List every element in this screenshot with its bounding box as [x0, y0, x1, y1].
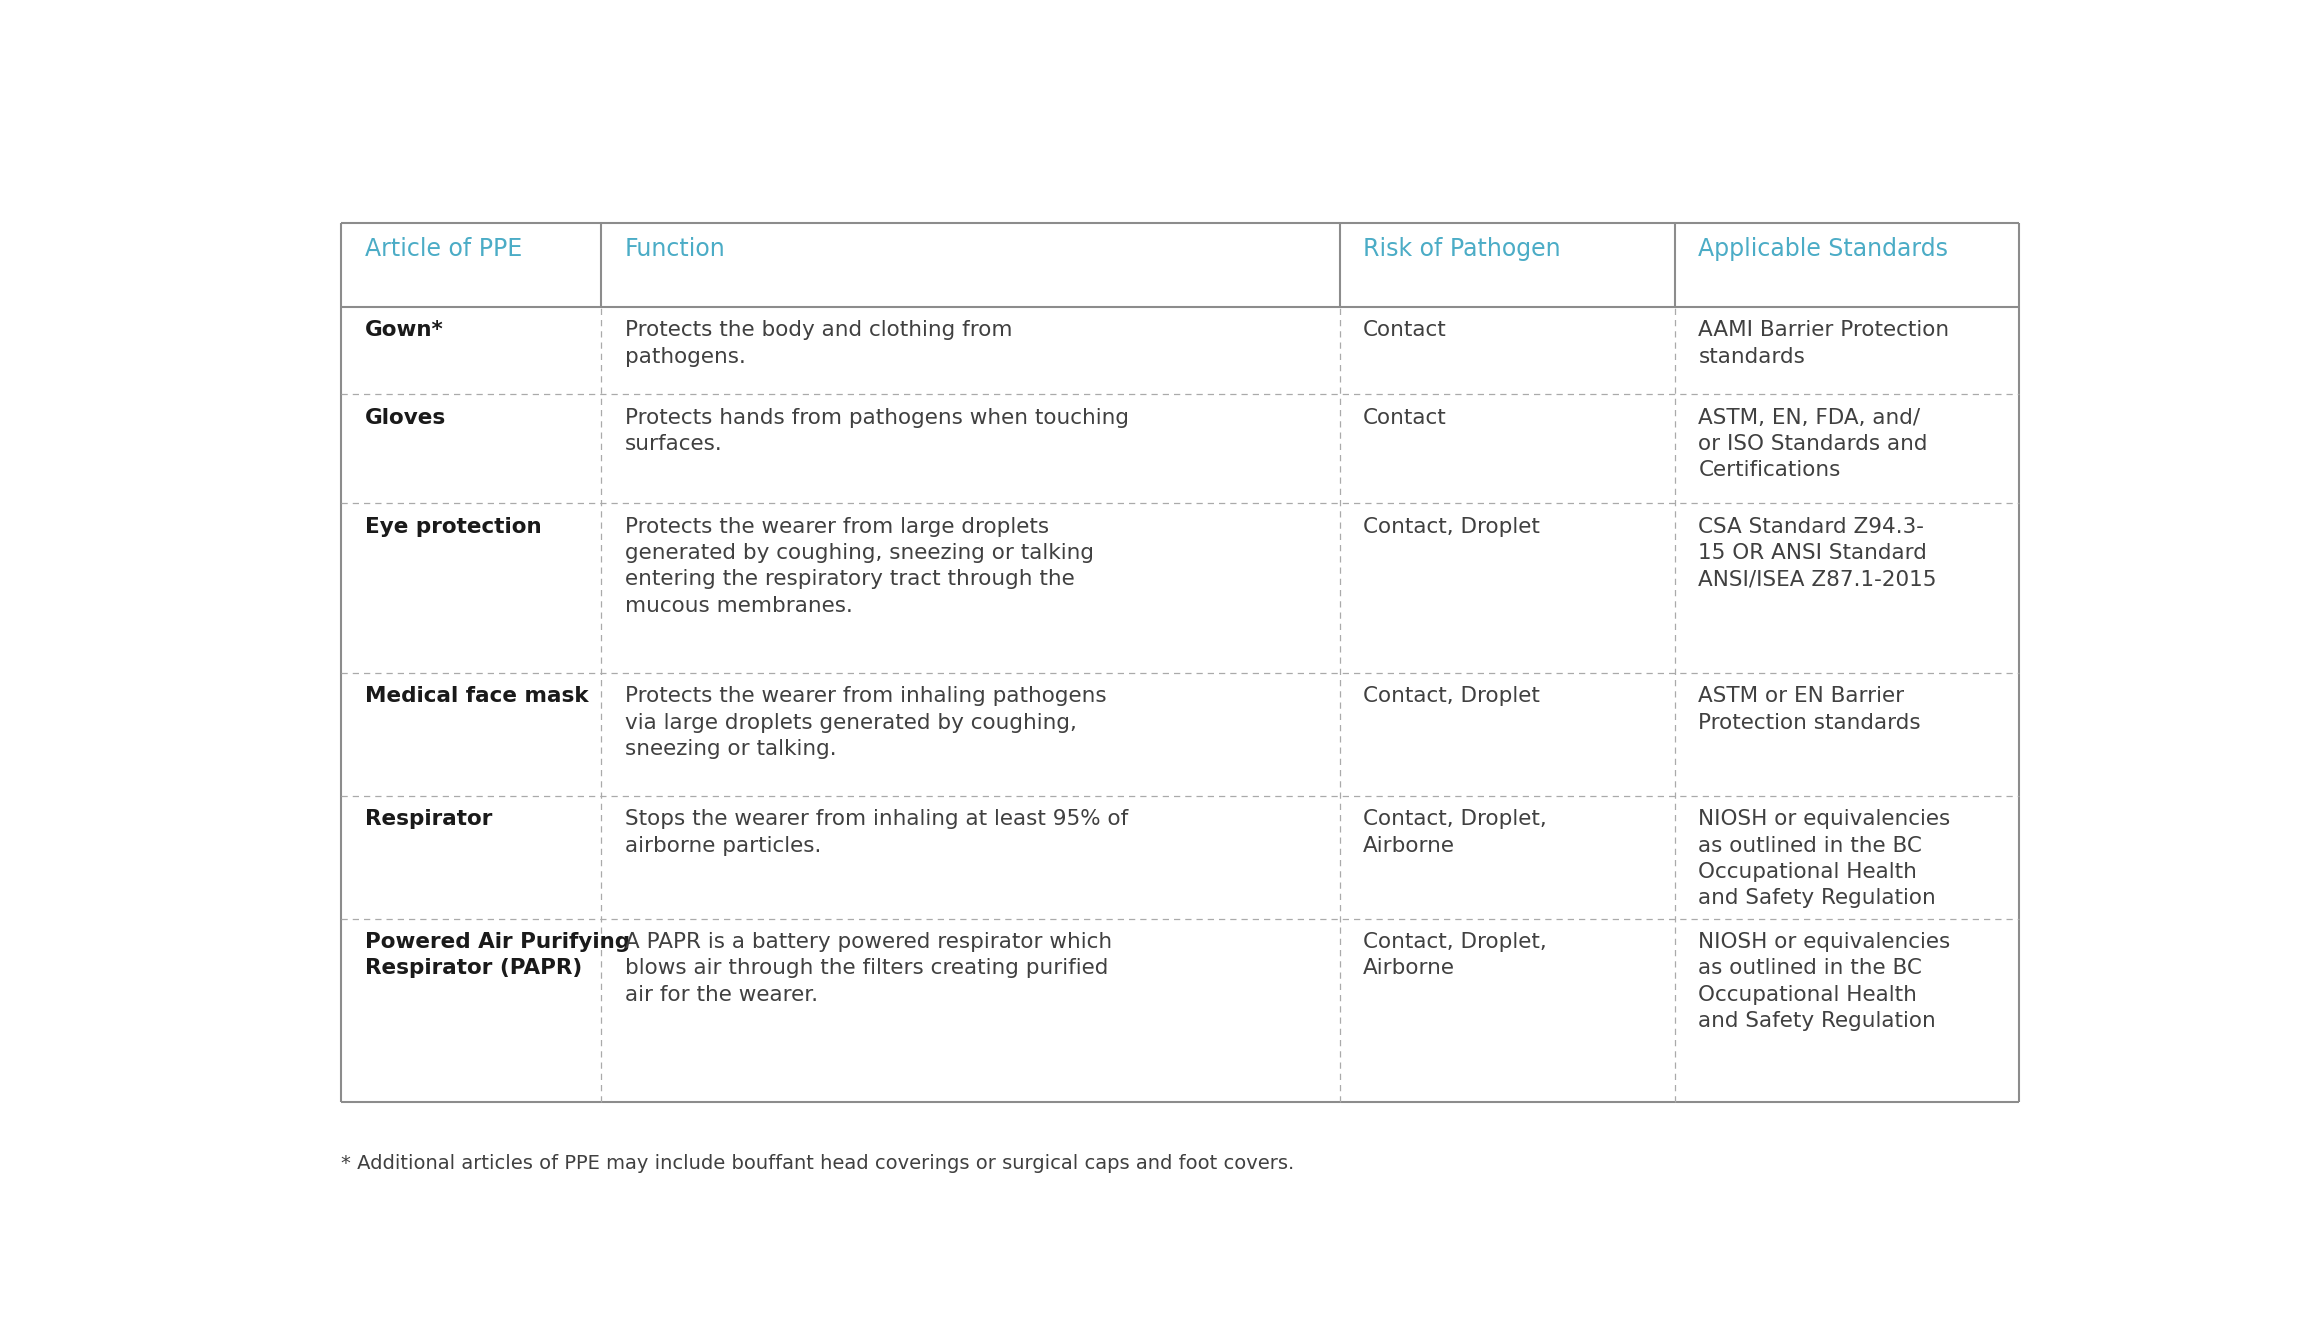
Text: CSA Standard Z94.3-
15 OR ANSI Standard
ANSI/ISEA Z87.1-2015: CSA Standard Z94.3- 15 OR ANSI Standard …: [1697, 517, 1937, 590]
Text: ASTM, EN, FDA, and/
or ISO Standards and
Certifications: ASTM, EN, FDA, and/ or ISO Standards and…: [1697, 408, 1928, 481]
Text: Contact, Droplet,
Airborne: Contact, Droplet, Airborne: [1363, 810, 1548, 855]
Text: A PAPR is a battery powered respirator which
blows air through the filters creat: A PAPR is a battery powered respirator w…: [624, 932, 1112, 1005]
Text: Function: Function: [624, 236, 725, 261]
Text: Protects hands from pathogens when touching
surfaces.: Protects hands from pathogens when touch…: [624, 408, 1128, 454]
Text: Article of PPE: Article of PPE: [364, 236, 523, 261]
Text: AAMI Barrier Protection
standards: AAMI Barrier Protection standards: [1697, 321, 1951, 367]
Text: Applicable Standards: Applicable Standards: [1697, 236, 1948, 261]
Text: Protects the body and clothing from
pathogens.: Protects the body and clothing from path…: [624, 321, 1013, 367]
Text: Respirator: Respirator: [364, 810, 493, 829]
Text: * Additional articles of PPE may include bouffant head coverings or surgical cap: * Additional articles of PPE may include…: [341, 1154, 1294, 1172]
Text: NIOSH or equivalencies
as outlined in the BC
Occupational Health
and Safety Regu: NIOSH or equivalencies as outlined in th…: [1697, 810, 1951, 908]
Text: Gown*: Gown*: [364, 321, 444, 340]
Text: NIOSH or equivalencies
as outlined in the BC
Occupational Health
and Safety Regu: NIOSH or equivalencies as outlined in th…: [1697, 932, 1951, 1031]
Text: Contact: Contact: [1363, 321, 1446, 340]
Text: Contact, Droplet,
Airborne: Contact, Droplet, Airborne: [1363, 932, 1548, 979]
Text: Protects the wearer from large droplets
generated by coughing, sneezing or talki: Protects the wearer from large droplets …: [624, 517, 1094, 616]
Text: Contact, Droplet: Contact, Droplet: [1363, 686, 1541, 706]
Text: Stops the wearer from inhaling at least 95% of
airborne particles.: Stops the wearer from inhaling at least …: [624, 810, 1128, 855]
Text: Protects the wearer from inhaling pathogens
via large droplets generated by coug: Protects the wearer from inhaling pathog…: [624, 686, 1105, 759]
Text: Contact: Contact: [1363, 408, 1446, 427]
Text: Gloves: Gloves: [364, 408, 447, 427]
Text: Powered Air Purifying
Respirator (PAPR): Powered Air Purifying Respirator (PAPR): [364, 932, 629, 979]
Text: ASTM or EN Barrier
Protection standards: ASTM or EN Barrier Protection standards: [1697, 686, 1921, 733]
Text: Contact, Droplet: Contact, Droplet: [1363, 517, 1541, 537]
Text: Medical face mask: Medical face mask: [364, 686, 587, 706]
Text: Risk of Pathogen: Risk of Pathogen: [1363, 236, 1561, 261]
Text: Eye protection: Eye protection: [364, 517, 541, 537]
